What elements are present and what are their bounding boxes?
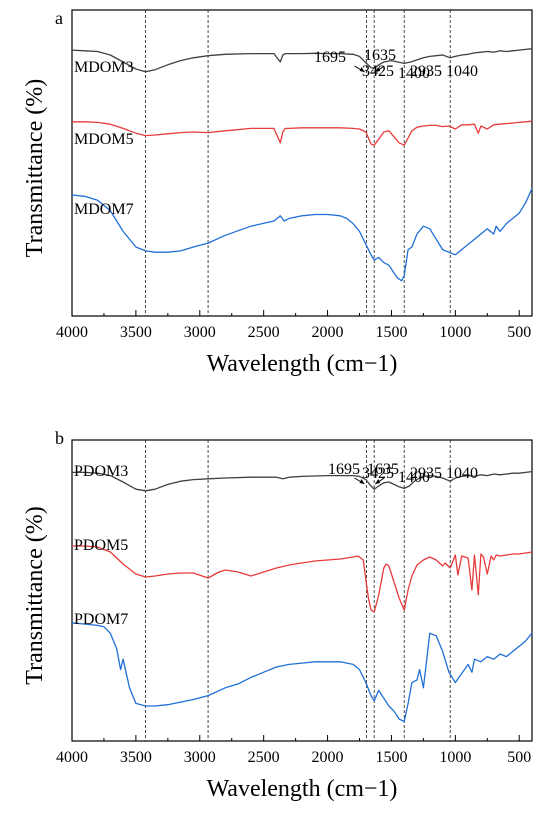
peak-annotation: 1635 — [364, 47, 396, 64]
peak-annotation: 1400 — [398, 469, 430, 486]
x-tick-label: 2500 — [248, 749, 280, 766]
plot-frame — [71, 439, 533, 742]
peak-annotation: 1040 — [446, 465, 478, 482]
peak-annotation: 1040 — [446, 63, 478, 80]
peak-annotation: 2935 — [410, 63, 442, 80]
peak-annotation: 1695 — [314, 49, 346, 66]
x-tick-label: 2500 — [248, 324, 280, 341]
x-tick-label: 1500 — [375, 749, 407, 766]
x-tick-label: 3500 — [120, 749, 152, 766]
y-axis-label: Transmittance (%) — [22, 506, 48, 684]
peak-annotation: 3425 — [362, 63, 394, 80]
series-label: MDOM7 — [74, 201, 134, 218]
series-label: PDOM7 — [74, 611, 128, 628]
peak-annotation: 2935 — [410, 465, 442, 482]
x-tick-label: 3000 — [184, 324, 216, 341]
x-tick-label: 2000 — [312, 324, 344, 341]
x-tick-label: 3000 — [184, 749, 216, 766]
annotation-arrowhead — [359, 479, 365, 484]
y-axis-label: Transmittance (%) — [22, 79, 48, 257]
annotation-arrowhead — [359, 67, 365, 72]
x-axis-label: Wavelength (cm−1) — [207, 776, 398, 802]
x-tick-label: 1000 — [439, 324, 471, 341]
x-tick-label: 1500 — [375, 324, 407, 341]
series-label: MDOM5 — [74, 131, 134, 148]
series-label: PDOM3 — [74, 463, 128, 480]
peak-annotation: 1400 — [398, 65, 430, 82]
x-tick-label: 2000 — [312, 749, 344, 766]
x-tick-label: 4000 — [56, 749, 88, 766]
x-tick-label: 500 — [507, 749, 531, 766]
series-label: MDOM3 — [74, 59, 134, 76]
panel-label: a — [55, 8, 63, 28]
series-line-mdom3 — [71, 48, 533, 73]
series-line-pdom7 — [71, 622, 533, 723]
annotation-arrowhead — [375, 67, 381, 72]
x-axis-label: Wavelength (cm−1) — [207, 351, 398, 377]
peak-annotation: 1635 — [367, 461, 399, 478]
x-tick-label: 500 — [507, 324, 531, 341]
x-tick-label: 4000 — [56, 324, 88, 341]
panel-label: b — [55, 428, 64, 448]
plot-frame — [71, 9, 533, 317]
peak-annotation: 3425 — [362, 465, 394, 482]
x-tick-label: 1000 — [439, 749, 471, 766]
x-tick-label: 3500 — [120, 324, 152, 341]
annotation-arrowhead — [375, 479, 381, 484]
peak-annotation: 1695 — [328, 461, 360, 478]
series-line-pdom5 — [72, 545, 533, 613]
series-label: PDOM5 — [74, 537, 128, 554]
series-line-mdom7 — [71, 188, 533, 282]
series-line-pdom3 — [72, 470, 533, 492]
series-line-mdom5 — [72, 120, 533, 146]
